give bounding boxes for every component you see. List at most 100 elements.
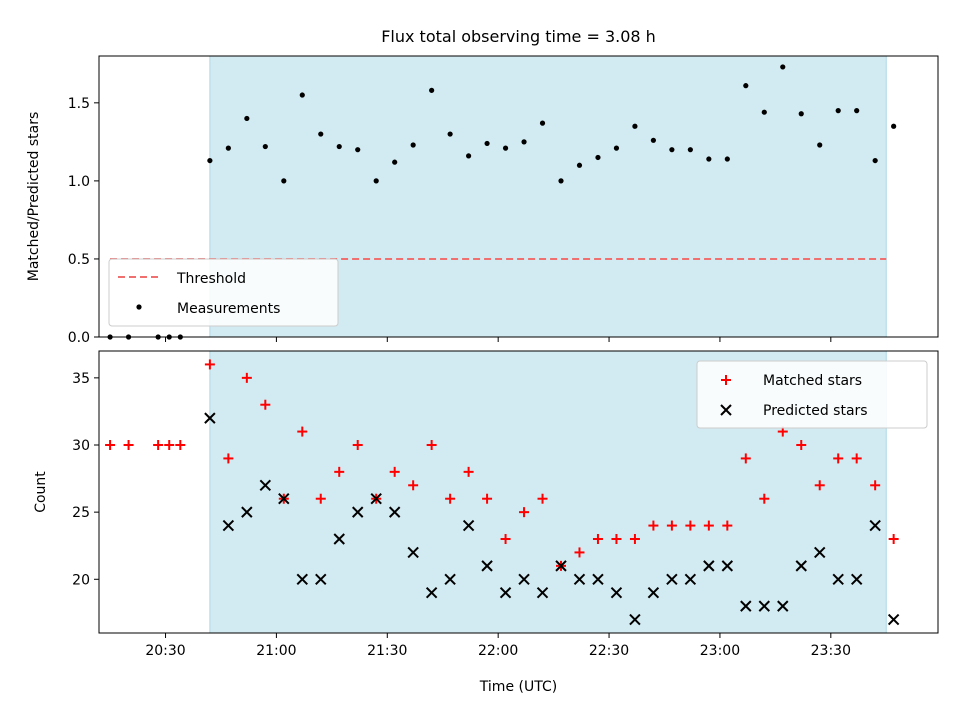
predicted-legend-swatch xyxy=(720,404,732,416)
matched-star-marker xyxy=(123,440,134,450)
predicted-star-stroke xyxy=(850,573,863,585)
matched-star-marker xyxy=(315,493,326,504)
predicted-star-stroke xyxy=(869,519,881,532)
predicted-star-marker xyxy=(887,613,900,626)
measurement-point xyxy=(613,145,620,151)
matched-star-marker xyxy=(685,520,696,531)
ratio-y-axis-label: Matched/Predicted stars xyxy=(26,112,42,282)
measurement-point xyxy=(225,145,231,151)
ratio-legend: Threshold Measurements xyxy=(108,258,339,327)
matched-star-marker xyxy=(445,493,456,504)
predicted-star-stroke xyxy=(666,573,678,585)
matched-star-marker xyxy=(648,520,659,531)
matched-star-marker xyxy=(175,440,186,450)
matched-star-marker xyxy=(592,534,603,544)
x-tick-label: 22:30 xyxy=(589,643,629,659)
predicted-star-marker xyxy=(666,573,678,585)
predicted-star-stroke xyxy=(721,560,734,572)
measurement-point xyxy=(743,83,749,89)
predicted-star-stroke xyxy=(684,573,697,585)
predicted-star-stroke xyxy=(352,506,364,518)
predicted-legend-label: Predicted stars xyxy=(763,403,868,419)
measurement-point xyxy=(650,137,657,143)
predicted-star-marker xyxy=(407,546,419,559)
count-panel-ticks: 20 25 30 35 20:30 21:00 21:30 22:00 22:30 23:00 23… xyxy=(72,371,851,659)
predicted-star-stroke xyxy=(647,587,660,599)
matched-star-marker xyxy=(833,453,844,464)
matched-star-marker xyxy=(759,493,770,504)
predicted-star-marker xyxy=(684,573,697,585)
predicted-star-marker xyxy=(518,573,530,585)
measurement-point xyxy=(521,139,527,145)
predicted-star-marker xyxy=(536,587,549,599)
matched-star-marker xyxy=(463,466,474,477)
measurement-point xyxy=(429,87,435,93)
predicted-star-marker xyxy=(278,493,290,505)
predicted-star-marker xyxy=(462,519,475,532)
measurement-point xyxy=(835,108,841,114)
x-tick-label: 23:30 xyxy=(811,643,851,659)
measurement-point xyxy=(724,156,730,162)
predicted-star-stroke xyxy=(222,519,235,532)
measurement-point xyxy=(817,142,823,148)
predicted-star-marker xyxy=(703,560,715,572)
predicted-star-stroke xyxy=(610,587,623,599)
count-y-axis-label: Count xyxy=(33,471,49,513)
measurement-point xyxy=(484,140,490,147)
predicted-star-stroke xyxy=(536,587,549,599)
measurement-point xyxy=(669,147,675,153)
y-tick-label: 1.0 xyxy=(68,174,90,190)
measurement-point xyxy=(336,143,342,150)
predicted-star-stroke xyxy=(832,573,844,585)
predicted-star-marker xyxy=(499,587,512,599)
threshold-legend-label: Threshold xyxy=(176,271,246,287)
predicted-star-stroke xyxy=(241,506,253,518)
predicted-legend-stroke xyxy=(720,404,732,416)
predicted-star-stroke xyxy=(499,587,512,599)
predicted-star-stroke xyxy=(795,560,807,572)
predicted-star-marker xyxy=(315,573,327,585)
matched-star-marker xyxy=(260,399,271,410)
measurements-legend-swatch xyxy=(136,304,142,310)
matched-star-marker xyxy=(888,534,899,544)
matched-star-marker xyxy=(241,372,252,383)
predicted-star-stroke xyxy=(703,560,715,572)
matched-star-marker xyxy=(334,466,345,477)
predicted-star-marker xyxy=(869,519,881,532)
predicted-stars-markers xyxy=(204,412,900,626)
predicted-star-marker xyxy=(814,546,826,559)
predicted-star-marker xyxy=(555,560,567,572)
predicted-star-marker xyxy=(444,573,456,585)
measurement-point xyxy=(392,159,398,165)
predicted-star-marker xyxy=(296,573,308,585)
predicted-star-marker xyxy=(352,506,364,518)
predicted-star-stroke xyxy=(296,573,308,585)
predicted-star-stroke xyxy=(887,613,900,626)
predicted-star-stroke xyxy=(481,560,493,572)
measurement-point xyxy=(761,109,767,115)
measurement-point xyxy=(244,115,250,122)
ratio-panel-ticks: 0.0 0.5 1.0 1.5 xyxy=(68,96,832,346)
predicted-star-marker xyxy=(388,506,401,518)
ratio-legend-box xyxy=(108,258,339,327)
predicted-star-stroke xyxy=(462,519,475,532)
matched-star-marker xyxy=(352,440,363,450)
predicted-star-stroke xyxy=(315,573,327,585)
matched-star-marker xyxy=(500,534,511,544)
predicted-star-stroke xyxy=(592,573,604,585)
predicted-star-stroke xyxy=(777,600,789,612)
predicted-star-stroke xyxy=(278,493,290,505)
measurement-point xyxy=(373,178,379,184)
measurement-point xyxy=(281,178,287,184)
y-tick-label: 20 xyxy=(72,572,90,588)
x-tick-label: 20:30 xyxy=(145,643,185,659)
matched-star-marker xyxy=(814,480,825,491)
count-legend-box xyxy=(696,360,928,429)
measurement-point xyxy=(872,157,878,164)
measurement-point xyxy=(299,92,305,98)
y-tick-label: 30 xyxy=(72,438,90,454)
measurement-point xyxy=(539,120,546,126)
measurement-point xyxy=(891,123,897,129)
matched-star-marker xyxy=(722,520,733,531)
matched-star-marker xyxy=(611,534,622,544)
